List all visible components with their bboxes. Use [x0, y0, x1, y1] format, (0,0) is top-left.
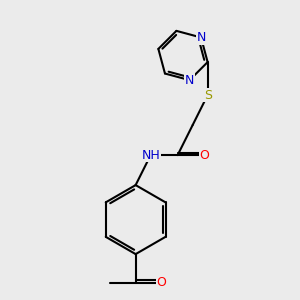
Text: N: N — [196, 31, 206, 44]
Text: O: O — [156, 276, 166, 289]
Text: O: O — [200, 148, 210, 162]
Text: NH: NH — [141, 148, 160, 162]
Text: N: N — [185, 74, 194, 87]
Text: S: S — [204, 88, 212, 102]
